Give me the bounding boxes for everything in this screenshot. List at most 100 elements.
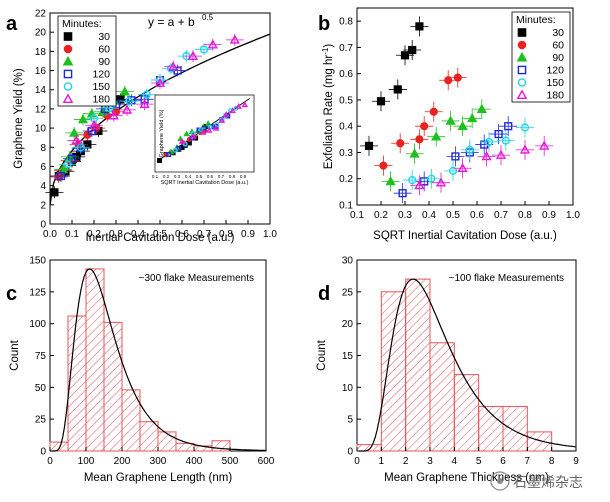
panel-b-legend-label: 120 — [546, 65, 564, 77]
panel-a-inset-x-tick-label: 0.1 — [152, 174, 159, 179]
panel-a-point — [139, 98, 150, 108]
panel-a-x-axis-label: Inertial Cavitation Dose (a.u.) — [86, 232, 235, 244]
panel-d-bar — [356, 444, 382, 452]
panel-b-legend-label: 30 — [552, 27, 564, 39]
panel-a-y-tick-label: 22 — [35, 9, 47, 20]
panel-b-legend-marker — [517, 65, 527, 75]
panel-d-bar — [526, 431, 553, 452]
panel-d-bar — [405, 278, 431, 452]
panel-a-legend-title: Minutes: — [62, 18, 102, 30]
panel-c-y-tick-label: 0 — [40, 447, 46, 458]
panel-d-y-tick-label: 5 — [347, 415, 353, 426]
panel-c-bar — [121, 389, 141, 452]
panel-c-x-tick-label: 100 — [78, 456, 95, 467]
panel-a-inset-x-axis-label: SQRT Inertial Cavitation Dose (a.u.) — [161, 180, 249, 186]
panel-c-bar — [103, 321, 123, 452]
panel-b-point — [400, 51, 410, 60]
panel-a-point — [88, 119, 100, 130]
panel-a-x-tick-label: 0.0 — [43, 229, 57, 240]
panel-c-bar — [67, 315, 87, 452]
panel-a-point — [187, 50, 199, 60]
watermark-logo-dot-icon — [497, 478, 503, 484]
panel-a-point — [166, 64, 176, 73]
watermark-logo-icon — [490, 471, 510, 491]
panel-d-x-tick-label: 2 — [403, 456, 409, 467]
panel-c-y-tick-label: 125 — [29, 287, 46, 298]
panel-b-x-tick-label: 0.4 — [422, 210, 436, 221]
panel-a-inset-point — [212, 124, 220, 131]
panel-b-point — [476, 103, 487, 113]
panel-a-fit-equation-exponent: 0.5 — [202, 13, 214, 22]
panel-d-y-tick-label: 20 — [342, 319, 354, 330]
panel-b-legend-label: 90 — [552, 52, 564, 64]
panel-a-legend-marker — [63, 82, 73, 91]
panel-c-y-tick-label: 150 — [29, 256, 46, 267]
panel-a-legend-label: 150 — [92, 81, 110, 93]
panel-c-x-tick-label: 400 — [186, 456, 203, 467]
panel-a-point — [125, 97, 134, 106]
panel-a-inset-x-tick-label: 0.8 — [229, 174, 236, 179]
panel-b-x-tick-label: 1.0 — [566, 210, 580, 221]
panel-a-x-tick-label: 1.0 — [263, 229, 277, 240]
panel-b-point — [501, 136, 510, 145]
panel-d-x-tick-label: 9 — [573, 456, 579, 467]
panel-a-x-tick-label: 0.5 — [153, 229, 167, 240]
panel-d-x-tick-label: 6 — [500, 456, 506, 467]
panel-d-annotation: ~100 flake Measurements — [449, 273, 564, 284]
panel-d-x-tick-label: 3 — [427, 456, 433, 467]
panel-c-y-tick-label: 50 — [35, 383, 47, 394]
panel-a-point — [63, 160, 72, 169]
panel-b-y-tick-label: 0.6 — [339, 69, 353, 80]
panel-c-x-tick-label: 300 — [150, 456, 167, 467]
panel-a-y-tick-label: 2 — [40, 200, 46, 211]
panel-d-bar — [502, 405, 528, 452]
panel-b-point — [451, 152, 460, 161]
panel-a-y-tick-label: 20 — [35, 28, 47, 39]
panel-letter-d: d — [318, 283, 330, 305]
panel-a-legend-marker — [62, 55, 74, 66]
panel-b-x-tick-label: 0.8 — [518, 210, 532, 221]
panel-c-x-tick-label: 200 — [114, 456, 131, 467]
panel-b-x-axis-label: SQRT Inertial Cavitation Dose (a.u.) — [373, 230, 557, 242]
panel-b-y-axis-label: Exfoliaton Rate (mg hr-1) — [321, 44, 335, 170]
panel-a-inset-x-tick-label: 0.7 — [218, 174, 225, 179]
panel-a-y-tick-label: 16 — [35, 66, 47, 77]
panel-d-x-tick-label: 8 — [549, 456, 555, 467]
panel-b-point — [429, 107, 438, 116]
panel-a-point — [50, 188, 59, 197]
panel-a-inset-point — [176, 145, 182, 151]
panel-a-point — [142, 90, 151, 99]
panel-b-point — [414, 179, 425, 190]
panel-c-bar — [85, 268, 105, 452]
panel-a-point — [67, 154, 77, 163]
panel-b-point — [396, 139, 405, 148]
panel-c-bar — [175, 442, 195, 452]
panel-b-y-tick-label: 0.4 — [339, 122, 353, 133]
panel-b-point — [481, 151, 492, 161]
panel-a-inset-point — [196, 127, 202, 133]
panel-letter-c: c — [6, 283, 17, 305]
panel-b-x-tick-label: 0.7 — [494, 210, 508, 221]
panel-b-legend-marker — [517, 28, 527, 37]
panel-a-y-tick-label: 8 — [40, 143, 46, 154]
panel-b-point — [494, 129, 503, 139]
panel-a-legend-label: 180 — [92, 94, 110, 106]
panel-a-x-tick-label: 0.3 — [109, 229, 123, 240]
panel-a-inset-point — [183, 130, 190, 137]
panel-c-x-axis-label: Mean Graphene Length (nm) — [84, 472, 232, 484]
panel-b-legend-marker — [517, 78, 527, 87]
panel-a-point — [207, 39, 218, 49]
panel-b-point — [364, 141, 374, 151]
panel-a-inset-x-tick-label: 0.9 — [240, 174, 247, 179]
panel-c-x-tick-label: 600 — [258, 456, 275, 467]
panel-a-y-axis-label: Graphene Yield (%) — [13, 68, 25, 169]
panel-a-inset-point — [182, 141, 188, 147]
panel-b-y-tick-label: 0.2 — [339, 174, 353, 185]
panel-b-point — [504, 122, 513, 131]
panel-a-inset-point — [178, 138, 186, 144]
panel-b-y-tick-label: 0.8 — [339, 17, 353, 28]
panel-b-point — [385, 176, 396, 186]
panel-b-point — [520, 123, 530, 132]
panel-b-point — [457, 120, 468, 131]
